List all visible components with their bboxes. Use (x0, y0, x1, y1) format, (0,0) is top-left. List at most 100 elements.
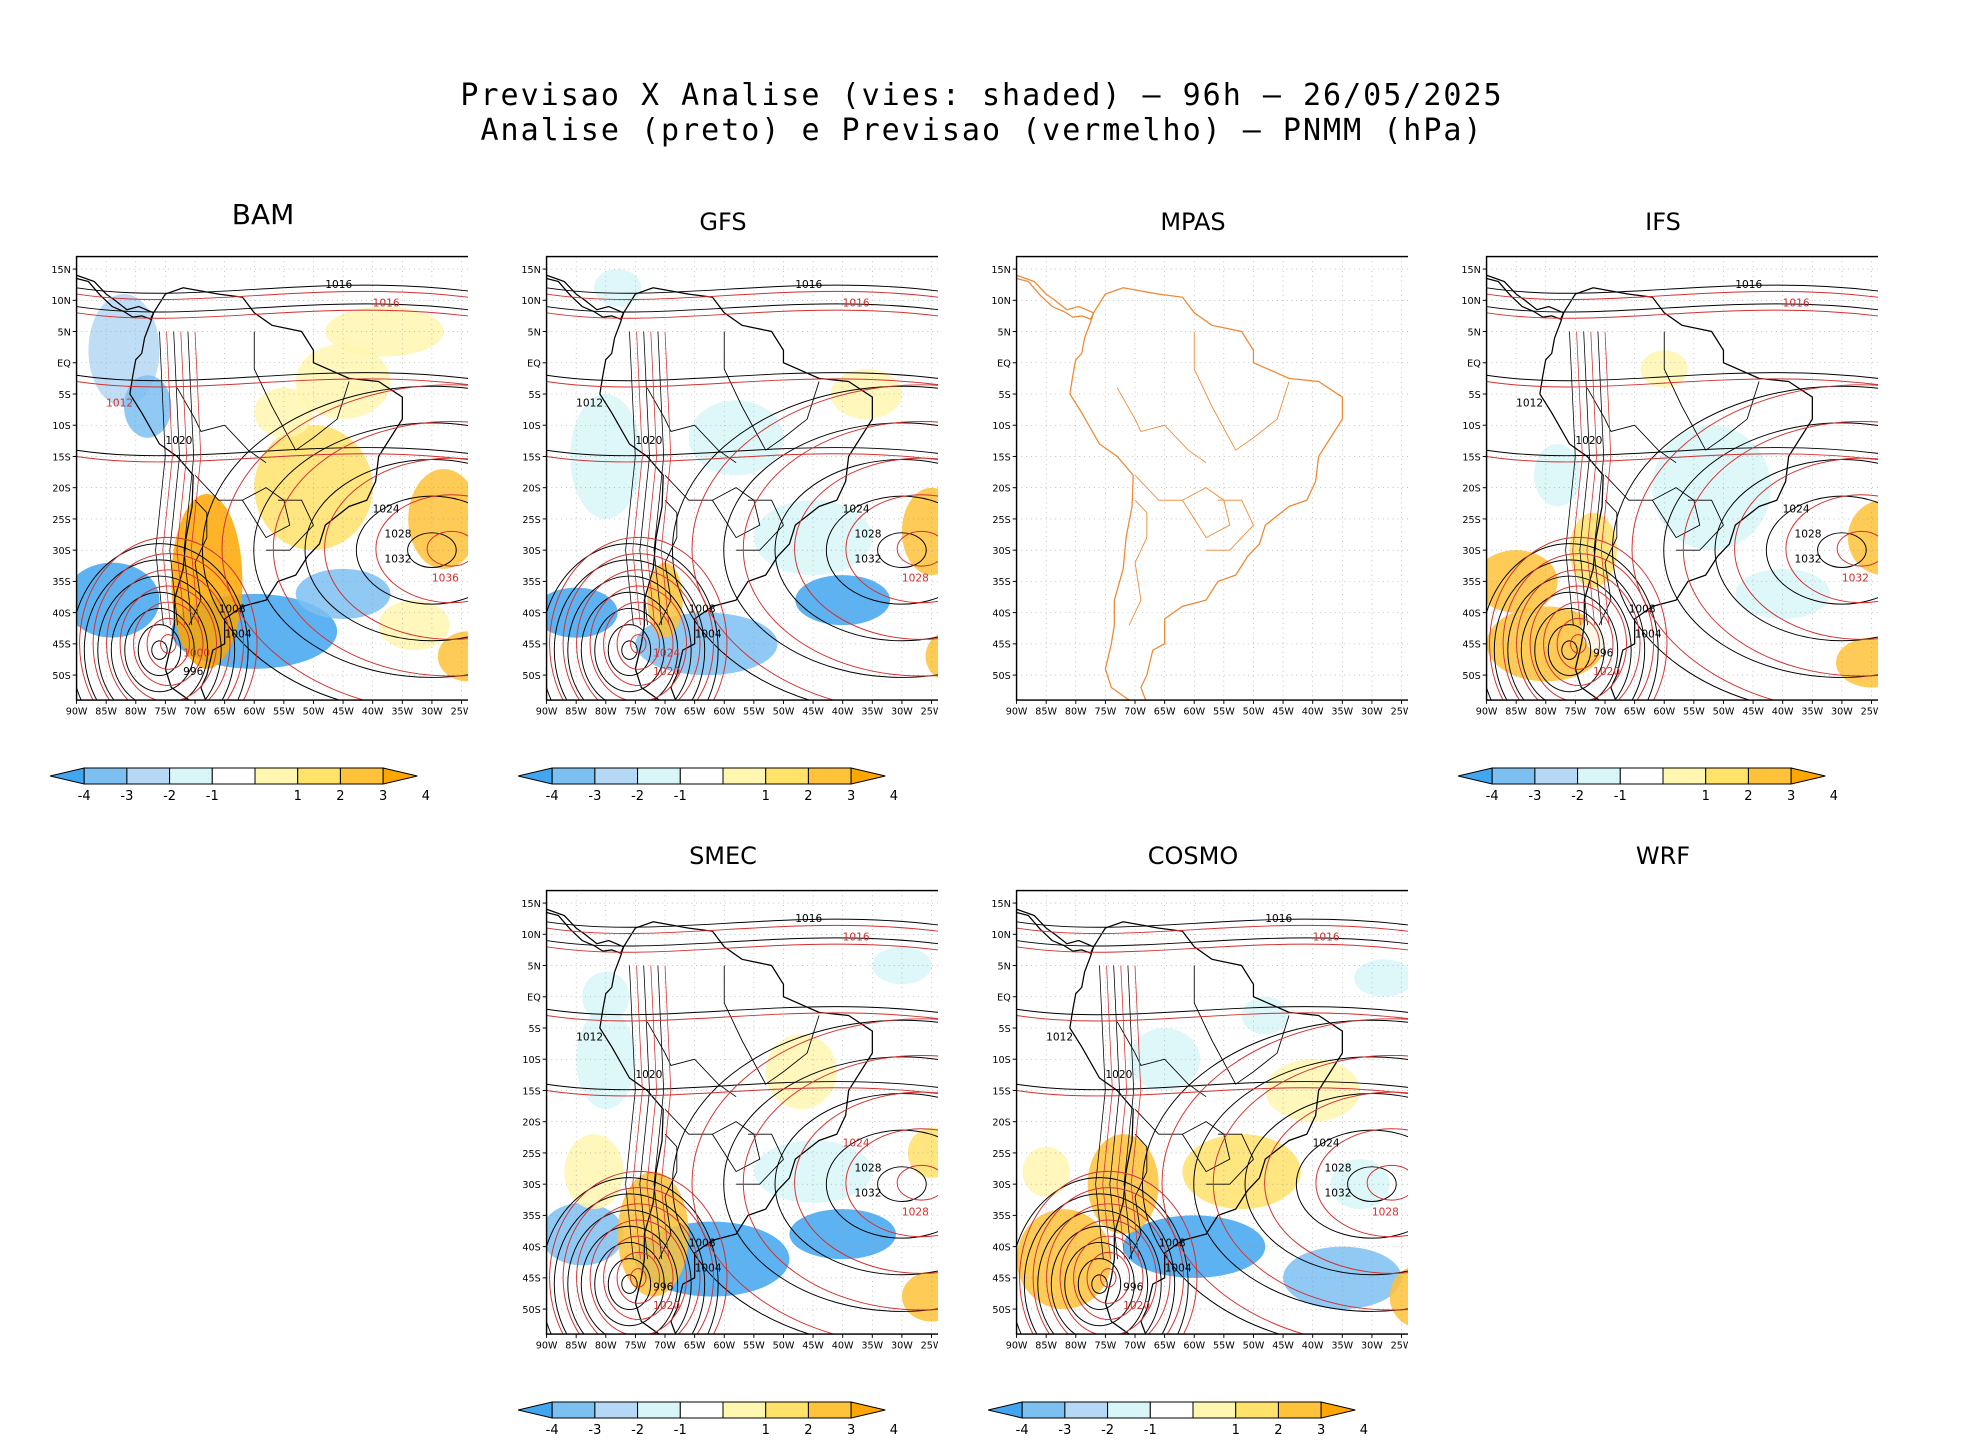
colorbar-segment (1107, 1401, 1151, 1419)
colorbar-segment (1662, 767, 1707, 785)
bias-region (1847, 500, 1878, 575)
lon-tick-label: 80W (595, 1341, 617, 1352)
lat-tick-label: 20S (992, 484, 1010, 495)
lon-tick-label: 25W (1861, 707, 1878, 718)
bias-region (570, 393, 642, 519)
map-ifs: 1016 1016 1012 1020 1024 1028 1032 1032 1008 1004… (1461, 255, 1878, 718)
isobar-label: 996 (183, 666, 203, 678)
lon-tick-label: 45W (802, 1341, 824, 1352)
bias-region (688, 400, 784, 476)
colorbar-segment (1705, 767, 1749, 785)
colorbar-segment (722, 767, 767, 785)
lon-tick-label: 65W (1624, 707, 1646, 718)
lon-tick-label: 40W (362, 707, 384, 718)
lat-tick-label: 50S (522, 1305, 540, 1316)
lon-tick-label: 65W (1154, 1341, 1176, 1352)
lat-tick-label: 10N (991, 930, 1010, 941)
isobar-labels: 1016 1016 1012 1020 1024 1028 1032 1028 1008 1004… (576, 279, 929, 678)
bias-region (1389, 1267, 1408, 1326)
bias-region (1265, 1059, 1361, 1122)
lon-tick-label: 25W (451, 707, 468, 718)
axis-labels: 15N 10N 5N EQ 5S 10S 15S 20S 25S 30S 35S 40S 45S 50S 9… (51, 265, 468, 718)
colorbar-segment (1458, 767, 1493, 785)
isobar-label: 1004 (1165, 1263, 1192, 1275)
colorbar-label: 4 (890, 1423, 898, 1438)
colorbar-segment (637, 767, 681, 785)
colorbar: -4 -3 -2 -1 1 2 3 4 (518, 767, 898, 804)
isobar-label: 1016 (1735, 279, 1762, 291)
lat-tick-label: 45S (522, 1274, 540, 1285)
isobar-label: 1024 (843, 504, 870, 516)
isobar-label: 1016 (1313, 932, 1340, 944)
lat-tick-label: 15S (1462, 452, 1480, 463)
axis-labels: 15N 10N 5N EQ 5S 10S 15S 20S 25S 30S 35S 40S 45S 50S 9… (1461, 265, 1878, 718)
gridlines (1016, 890, 1408, 1335)
lat-tick-label: 35S (52, 577, 70, 588)
lon-tick-label: 85W (565, 707, 587, 718)
isobar-label: 1012 (106, 397, 133, 409)
colorbar-segment (211, 767, 256, 785)
forecast-isobars (76, 290, 468, 701)
lat-tick-label: 40S (992, 1242, 1010, 1253)
lon-tick-label: 80W (595, 707, 617, 718)
figure-title-line2: Analise (preto) e Previsao (vermelho) — … (480, 113, 1484, 148)
lon-tick-label: 50W (303, 707, 325, 718)
isobar-label: 1012 (1046, 1031, 1073, 1043)
bias-region (437, 631, 468, 682)
bias-region (901, 1271, 938, 1322)
lat-tick-label: 10S (1462, 421, 1480, 432)
isobar-label: 1016 (843, 932, 870, 944)
isobar-label: 1024 (373, 504, 400, 516)
lat-tick-label: EQ (527, 359, 541, 370)
lon-tick-label: 25W (921, 707, 938, 718)
colorbar-label: -3 (1528, 789, 1541, 804)
lon-tick-label: 75W (625, 707, 647, 718)
lat-tick-label: 50S (1462, 671, 1480, 682)
lon-tick-label: 85W (1035, 707, 1057, 718)
colorbar-label: 2 (1744, 789, 1752, 804)
lon-tick-label: 60W (713, 707, 735, 718)
bias-region (295, 568, 391, 619)
lat-tick-label: 25S (522, 1149, 540, 1160)
isobar-label: 1028 (902, 1206, 929, 1218)
isobar-label: 1020 (1575, 435, 1602, 447)
lat-tick-label: 5S (59, 390, 71, 401)
lat-tick-label: 5S (999, 390, 1011, 401)
lon-tick-label: 75W (1565, 707, 1587, 718)
isobar-label: 1028 (855, 529, 882, 541)
isobar-label: 1016 (1783, 298, 1810, 310)
isobar-label: 1016 (1265, 913, 1292, 925)
isobar-label: 1004 (225, 629, 252, 641)
lat-tick-label: 25S (992, 515, 1010, 526)
lat-tick-label: 5N (57, 327, 70, 338)
colorbar-segment (339, 767, 384, 785)
gridlines (1016, 256, 1408, 701)
isobar-label: 1028 (1372, 1206, 1399, 1218)
lat-tick-label: 10N (1461, 296, 1480, 307)
isobar-labels: 1016 1016 1012 1020 1024 1028 1032 1036 1008 1004… (106, 279, 459, 678)
lat-tick-label: 30S (522, 1180, 540, 1191)
colorbar-label: -2 (1571, 789, 1584, 804)
lat-tick-label: 15N (521, 265, 540, 276)
lon-tick-label: 55W (743, 1341, 765, 1352)
isobar-label: 1028 (1795, 529, 1822, 541)
lon-tick-label: 40W (832, 1341, 854, 1352)
lat-tick-label: 5S (529, 1024, 541, 1035)
colorbar-segment (297, 767, 341, 785)
lat-tick-label: 35S (992, 1211, 1010, 1222)
lon-tick-label: 40W (1302, 707, 1324, 718)
lon-tick-label: 25W (1391, 1341, 1408, 1352)
lon-tick-label: 30W (891, 1341, 913, 1352)
lon-tick-label: 90W (66, 707, 88, 718)
lat-tick-label: 50S (992, 671, 1010, 682)
lon-tick-label: 50W (1713, 707, 1735, 718)
lat-tick-label: 40S (522, 1242, 540, 1253)
colorbar-segment (382, 767, 418, 785)
isobar-label: 1012 (576, 1031, 603, 1043)
colorbar-label: -3 (1058, 1423, 1071, 1438)
axis-labels: 15N 10N 5N EQ 5S 10S 15S 20S 25S 30S 35S 40S 45S 50S 9… (521, 899, 938, 1352)
isobar-label: 996 (1593, 647, 1613, 659)
colorbar-segment (594, 1401, 639, 1419)
panel-title-wrf: WRF (1635, 842, 1691, 870)
lon-tick-label: 90W (536, 1341, 558, 1352)
